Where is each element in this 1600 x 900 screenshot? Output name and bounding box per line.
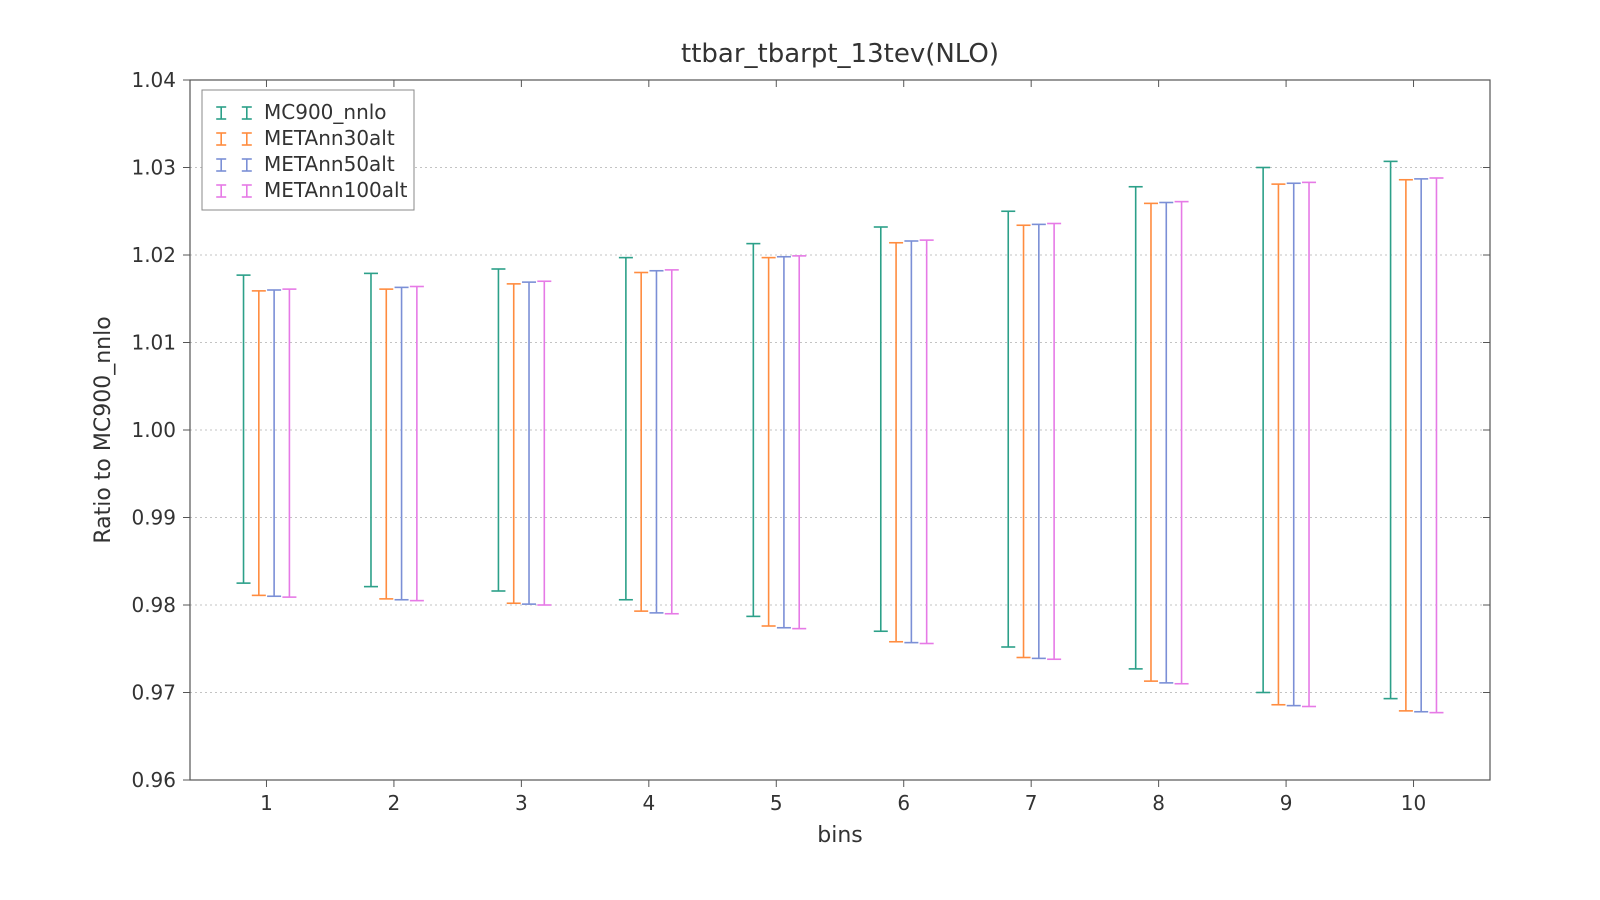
legend-label: METAnn100alt xyxy=(264,178,408,202)
ratio-chart: 1 2 3 4 5 6 7 8 9 10 0.96 0.97 0.98 0.99 1.00 1.01 1.02 1… xyxy=(0,0,1600,900)
xtick-label: 6 xyxy=(897,791,910,815)
ytick-label: 1.04 xyxy=(131,68,176,92)
xtick-label: 3 xyxy=(515,791,528,815)
legend-label: METAnn50alt xyxy=(264,152,395,176)
chart-svg: 1 2 3 4 5 6 7 8 9 10 0.96 0.97 0.98 0.99 1.00 1.01 1.02 1… xyxy=(0,0,1600,900)
xtick-label: 5 xyxy=(770,791,783,815)
legend-label: MC900_nnlo xyxy=(264,100,387,124)
xtick-label: 7 xyxy=(1025,791,1038,815)
xtick-label: 9 xyxy=(1280,791,1293,815)
y-axis-label: Ratio to MC900_nnlo xyxy=(91,316,116,543)
legend: MC900_nnloMETAnn30altMETAnn50altMETAnn10… xyxy=(202,90,414,210)
xtick-label: 2 xyxy=(388,791,401,815)
xtick-label: 4 xyxy=(642,791,655,815)
ytick-label: 1.01 xyxy=(131,331,176,355)
chart-title: ttbar_tbarpt_13tev(NLO) xyxy=(681,39,999,69)
ytick-label: 0.99 xyxy=(131,506,176,530)
ytick-label: 1.00 xyxy=(131,418,176,442)
ytick-label: 1.03 xyxy=(131,156,176,180)
xtick-label: 8 xyxy=(1152,791,1165,815)
legend-label: METAnn30alt xyxy=(264,126,395,150)
ytick-label: 0.97 xyxy=(131,681,176,705)
ytick-label: 1.02 xyxy=(131,243,176,267)
xtick-label: 10 xyxy=(1401,791,1426,815)
ytick-label: 0.96 xyxy=(131,768,176,792)
xtick-label: 1 xyxy=(260,791,273,815)
ytick-label: 0.98 xyxy=(131,593,176,617)
x-axis-label: bins xyxy=(817,823,862,848)
